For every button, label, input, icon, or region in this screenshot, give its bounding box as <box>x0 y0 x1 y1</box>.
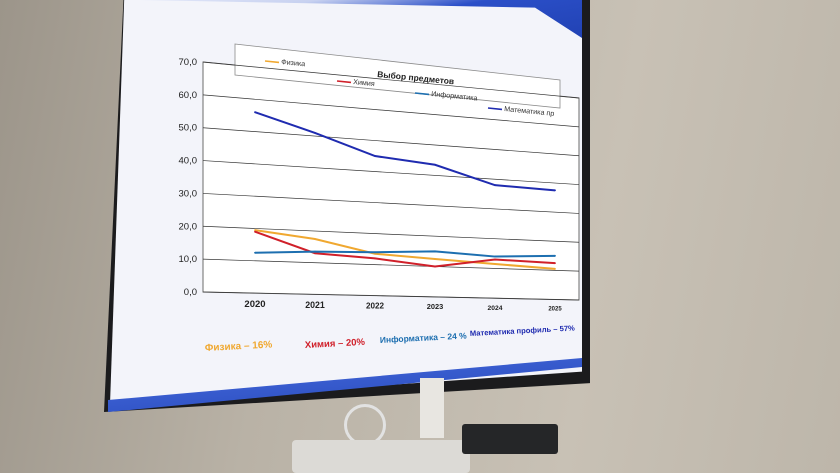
set-top-box-black <box>462 424 558 454</box>
data-point <box>494 258 496 261</box>
y-tick-label: 0,0 <box>184 287 197 298</box>
legend-swatch <box>264 60 280 64</box>
data-point <box>314 252 316 255</box>
tv-stand <box>420 378 444 438</box>
y-tick-label: 40,0 <box>179 156 198 167</box>
y-tick-label: 50,0 <box>179 123 198 134</box>
series-line <box>254 229 556 270</box>
y-axis-ticks: 0,0 10,0 20,0 30,0 40,0 50,0 60,0 70,0 <box>179 57 198 298</box>
data-point <box>314 131 316 134</box>
data-point <box>374 155 376 157</box>
data-point <box>434 163 436 166</box>
legend-swatch <box>414 92 430 96</box>
x-tick-label: 2024 <box>488 305 503 312</box>
gridline <box>202 94 580 128</box>
gridline <box>202 61 580 99</box>
x-tick-label: 2023 <box>427 302 443 311</box>
data-point <box>494 184 496 187</box>
legend-label: Физика <box>281 57 306 68</box>
data-point <box>254 111 256 114</box>
data-point <box>254 229 256 232</box>
gridline <box>202 258 580 272</box>
gridline <box>202 193 580 214</box>
legend-swatch <box>336 80 352 84</box>
grid <box>202 61 580 301</box>
data-point <box>434 265 436 268</box>
footer-stat: Математика профиль – 57% <box>470 323 576 337</box>
data-point <box>434 250 436 253</box>
data-point <box>374 252 376 255</box>
y-tick-label: 70,0 <box>179 57 198 68</box>
series-line <box>254 111 556 192</box>
data-point <box>254 230 256 233</box>
data-point <box>494 263 496 265</box>
line-chart: Выбор предметов 0,010,020,030,040,050,06… <box>179 43 580 354</box>
gridline <box>202 127 580 157</box>
chart-container: Выбор предметов 0,0 10,0 20,0 30,0 40,0 50,0 6… <box>115 0 585 400</box>
series-line <box>254 250 556 258</box>
data-point <box>554 254 556 257</box>
x-tick-label: 2020 <box>244 299 265 310</box>
legend-box <box>234 43 561 109</box>
legend-label: Информатика <box>431 89 478 102</box>
data-point <box>554 268 556 270</box>
x-tick-label: 2021 <box>305 300 325 310</box>
series-line <box>254 230 556 268</box>
data-point <box>434 258 436 260</box>
footer-stat: Физика – 16% <box>205 339 273 354</box>
gridline <box>202 225 580 243</box>
data-point <box>554 189 556 192</box>
y-tick-label: 60,0 <box>179 90 198 101</box>
data-point <box>494 255 496 258</box>
set-top-box-white <box>292 440 470 473</box>
y-tick-label: 20,0 <box>179 221 198 232</box>
y-tick-label: 10,0 <box>179 254 198 265</box>
data-point <box>374 251 376 254</box>
footer-stat: Химия – 20% <box>305 337 366 351</box>
x-axis-ticks: 2020 2021 2022 2023 2024 2025 <box>244 299 562 312</box>
x-tick-label: 2025 <box>548 306 562 312</box>
data-point <box>554 262 556 264</box>
series-lines <box>254 111 556 270</box>
gridline <box>202 291 580 301</box>
legend-label: Химия <box>353 77 376 88</box>
data-point <box>314 238 316 240</box>
x-tick-label: 2022 <box>366 301 385 310</box>
footer-stats: Физика – 16% Химия – 20% Информатика – 24 … <box>205 323 576 353</box>
footer-stat: Информатика – 24 % <box>380 330 468 345</box>
data-point <box>254 251 256 254</box>
legend-swatch <box>487 107 503 111</box>
gridline <box>202 160 580 185</box>
data-point <box>374 257 376 260</box>
y-tick-label: 30,0 <box>179 188 198 199</box>
data-point <box>314 250 316 253</box>
